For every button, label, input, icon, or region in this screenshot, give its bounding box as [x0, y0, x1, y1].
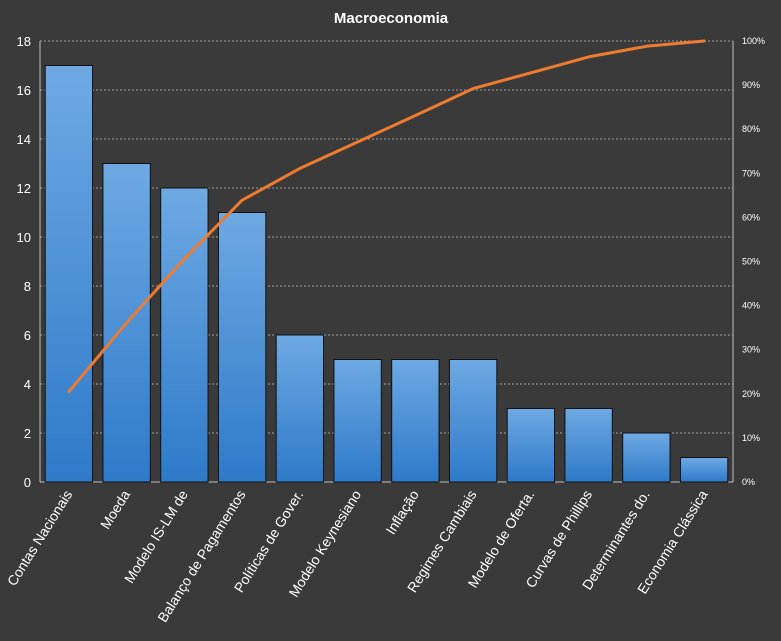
- y2-tick-label: 100%: [742, 36, 765, 46]
- y2-tick-label: 40%: [742, 301, 760, 311]
- y-tick-label: 4: [24, 377, 31, 392]
- y2-tick-label: 90%: [742, 80, 760, 90]
- bar: [217, 212, 267, 483]
- y-tick-label: 16: [17, 83, 31, 98]
- y-tick-label: 12: [17, 181, 31, 196]
- bar: [44, 65, 94, 483]
- y-tick-label: 2: [24, 426, 31, 441]
- cumulative-line: [67, 39, 706, 394]
- y2-axis-ticks: 0% 10% 20% 30% 40% 50% 60% 70% 80% 90% 100%: [742, 36, 765, 487]
- y-axis-ticks: 0 2 4 6 8 10 12 14 16 18: [17, 34, 31, 490]
- y-tick-label: 6: [24, 328, 31, 343]
- y2-tick-label: 30%: [742, 345, 760, 355]
- cumulative-line-layer: [67, 39, 706, 394]
- y2-tick-label: 60%: [742, 212, 760, 222]
- bars: [44, 65, 729, 483]
- bar: [275, 334, 325, 483]
- y2-tick-label: 0%: [742, 477, 755, 487]
- y-tick-label: 14: [17, 132, 31, 147]
- y2-tick-label: 10%: [742, 433, 760, 443]
- bar: [679, 457, 729, 483]
- y2-tick-label: 70%: [742, 168, 760, 178]
- bar: [622, 432, 671, 483]
- y-tick-label: 8: [24, 279, 31, 294]
- y-tick-label: 0: [24, 475, 31, 490]
- x-tick-label: Moeda: [97, 487, 133, 532]
- y2-tick-label: 50%: [742, 257, 760, 267]
- y-tick-label: 10: [17, 230, 31, 245]
- x-tick-label: Modelo IS-LM de: [121, 487, 191, 586]
- y2-tick-label: 80%: [742, 124, 760, 134]
- y-tick-label: 18: [17, 34, 31, 49]
- chart-title: Macroeconomia: [334, 10, 449, 27]
- x-tick-label: Inflação: [382, 487, 422, 537]
- y2-tick-label: 20%: [742, 389, 760, 399]
- bar: [160, 187, 209, 483]
- bar: [506, 408, 556, 483]
- gridlines: [39, 40, 734, 483]
- bar: [448, 359, 498, 483]
- bar: [391, 359, 440, 483]
- bar: [564, 408, 613, 483]
- x-tick-label: Contas Nacionais: [4, 487, 76, 589]
- bar: [333, 359, 382, 483]
